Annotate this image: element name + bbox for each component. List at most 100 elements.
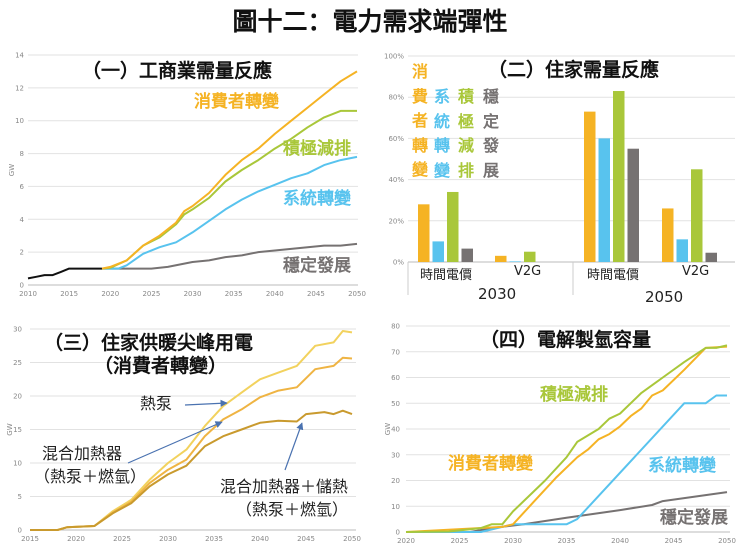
chart1-ytick-label: 6 [20, 183, 25, 191]
chart3-subtitle: （消費者轉變） [94, 355, 228, 377]
chart2-bar-2030-時間電價-blue [432, 241, 444, 262]
chart4-ytick-label: 40 [391, 426, 400, 434]
chart2-cat-2030-tou: 時間電價 [420, 268, 473, 283]
chart1-xtick-label: 2010 [19, 290, 37, 298]
chart2-cat-2050-tou: 時間電價 [587, 268, 640, 283]
chart1-ylabel: GW [8, 164, 16, 176]
chart4-ytick-label: 70 [391, 348, 400, 356]
chart1-ytick-label: 10 [15, 117, 24, 125]
chart4-series-line-blue [406, 394, 727, 533]
chart2-legend-stable: 穩定發展 [483, 87, 500, 180]
chart4-ytick-label: 10 [391, 503, 400, 511]
chart2-bar-2050-V2G-green [691, 169, 703, 262]
chart4-ytick-label: 30 [391, 451, 400, 459]
chart2-legend-active: 積極減排 [458, 87, 475, 180]
chart3-xtick-label: 2035 [205, 535, 223, 543]
chart2-ytick-label: 0% [393, 259, 404, 267]
chart2-cat-2030-v2g: V2G [514, 264, 542, 279]
chart4-ytick-label: 0 [396, 529, 400, 537]
chart3-annot-hybrid-2: （熱泵＋燃氫） [34, 467, 147, 486]
chart1-series-line-blue [102, 155, 358, 270]
chart1-label-system: 系統轉變 [283, 189, 351, 209]
chart2-bar-2050-V2G-gray [705, 252, 717, 262]
chart1-ytick-label: 2 [20, 249, 24, 257]
chart2-bar-2050-時間電價-green [613, 91, 625, 263]
chart1-label-active: 積極減排 [283, 139, 351, 159]
chart2-legend-system: 系統轉變 [434, 87, 451, 180]
chart1-ytick-label: 8 [20, 150, 24, 158]
chart1-ytick-label: 4 [20, 216, 25, 224]
chart3-xtick-label: 2050 [343, 535, 361, 543]
chart1-series-line-orange [101, 70, 358, 270]
chart3-annot-hybrid-1: 混合加熱器 [42, 444, 123, 463]
chart1-xtick-label: 2020 [101, 290, 119, 298]
chart3-ytick-label: 20 [13, 393, 22, 401]
chart4-series-line-green [405, 344, 728, 533]
chart3-ytick-label: 5 [18, 493, 22, 501]
chart2-bar-2050-V2G-blue [676, 239, 688, 262]
chart4-xtick-label: 2030 [504, 537, 522, 545]
chart4-series-line-gray [406, 491, 728, 533]
chart1-series-line-gray [102, 242, 358, 270]
chart1-xtick-label: 2050 [348, 290, 366, 298]
chart2-year-2050: 2050 [645, 288, 684, 306]
chart3-xtick-label: 2040 [251, 535, 269, 543]
chart1-xtick-label: 2030 [184, 290, 202, 298]
chart4-ylabel: GW [384, 423, 392, 435]
chart4-series-line-orange [405, 345, 728, 533]
chart4-label-system: 系統轉變 [648, 456, 716, 476]
chart1-xtick-label: 2035 [225, 290, 243, 298]
chart2-legend-consumer: 消費者轉變 [412, 62, 429, 179]
chart1-series-line-black [27, 267, 102, 280]
chart4-label-stable: 穩定發展 [660, 508, 728, 528]
chart3-xtick-label: 2025 [113, 535, 131, 543]
chart2-cat-2050-v2g: V2G [682, 264, 710, 279]
chart4-xtick-label: 2045 [665, 537, 683, 545]
chart2-title: （二）住家需量反應 [488, 59, 660, 81]
chart3-ytick-label: 25 [13, 359, 22, 367]
chart2-bar-2030-V2G-orange [495, 255, 507, 262]
chart2-bar-2050-V2G-orange [662, 208, 674, 262]
chart3-ytick-label: 15 [13, 426, 22, 434]
chart4-title: （四）電解製氫容量 [480, 329, 652, 351]
chart4-label-consumer: 消費者轉變 [448, 454, 533, 474]
chart2-bar-2030-時間電價-green [447, 191, 459, 262]
chart1-ytick-label: 12 [15, 84, 24, 92]
chart3-annotation-arrow-1 [184, 399, 228, 407]
chart2-bar-2050-時間電價-blue [598, 138, 610, 262]
chart4-xtick-label: 2020 [397, 537, 415, 545]
chart2-bar-2030-時間電價-gray [461, 248, 473, 262]
chart3-ytick-label: 30 [13, 326, 22, 334]
chart4-ytick-label: 50 [391, 400, 400, 408]
chart2-bar-2030-V2G-green [524, 251, 536, 262]
chart2-ytick-label: 20% [388, 217, 404, 225]
chart3-xtick-label: 2020 [67, 535, 85, 543]
chart3-ytick-label: 10 [13, 460, 22, 468]
chart2-ytick-label: 60% [388, 135, 404, 143]
chart4-ytick-label: 80 [391, 323, 400, 331]
chart1-ytick-label: 0 [20, 282, 24, 290]
chart1-label-stable: 穩定發展 [283, 256, 351, 276]
chart3-xtick-label: 2030 [159, 535, 177, 543]
chart2-bar-2030-V2G-blue [509, 261, 521, 262]
chart2-bar-2030-時間電價-orange [418, 204, 430, 262]
chart3-title: （三）住家供暖尖峰用電 [44, 332, 254, 354]
chart4-xtick-label: 2025 [451, 537, 469, 545]
chart2-ytick-label: 80% [388, 94, 404, 102]
chart4-ytick-label: 60 [391, 374, 400, 382]
chart4-xtick-label: 2050 [718, 537, 736, 545]
chart3-series-line-hybrid_storage [30, 409, 353, 531]
chart1-ytick-label: 14 [15, 52, 24, 60]
chart1-xtick-label: 2045 [307, 290, 325, 298]
chart4-xtick-label: 2040 [611, 537, 629, 545]
chart2-bar-2050-時間電價-orange [584, 111, 596, 263]
chart3-ytick-label: 0 [18, 527, 22, 535]
chart3-annot-storage-2: （熱泵＋燃氫） [236, 500, 349, 519]
chart3-annot-storage-1: 混合加熱器＋儲熱 [220, 477, 349, 496]
chart1-xtick-label: 2040 [266, 290, 284, 298]
chart4-xtick-label: 2035 [558, 537, 576, 545]
chart3-annotation-arrow-3 [284, 422, 304, 471]
chart2-year-2030: 2030 [478, 285, 517, 303]
chart3-xtick-label: 2045 [297, 535, 315, 543]
